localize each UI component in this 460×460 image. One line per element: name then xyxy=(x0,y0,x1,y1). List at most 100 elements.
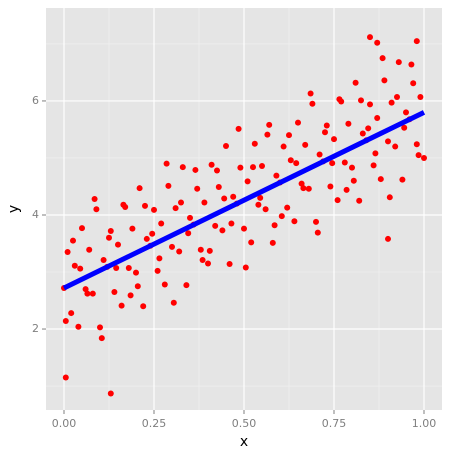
point xyxy=(115,241,121,248)
point xyxy=(68,310,75,317)
point xyxy=(403,109,409,116)
point xyxy=(149,230,156,237)
point xyxy=(266,121,273,128)
point xyxy=(163,160,170,167)
point xyxy=(385,138,391,145)
point xyxy=(199,257,206,264)
point xyxy=(237,164,244,171)
point xyxy=(170,299,177,306)
point xyxy=(136,185,143,192)
point xyxy=(192,166,199,173)
trend-line xyxy=(62,110,426,291)
point xyxy=(370,162,377,169)
point xyxy=(251,140,258,147)
point xyxy=(212,222,219,229)
x-tick-label: 0.50 xyxy=(232,417,257,430)
point xyxy=(374,115,381,122)
point xyxy=(392,143,399,150)
point xyxy=(293,160,300,167)
lines xyxy=(62,110,426,291)
point xyxy=(169,243,175,250)
point xyxy=(106,234,112,241)
point xyxy=(410,80,417,87)
point xyxy=(79,225,85,232)
point xyxy=(307,90,314,97)
point xyxy=(329,160,336,167)
x-tick-label: 1.00 xyxy=(412,417,437,430)
point xyxy=(334,197,341,204)
point xyxy=(327,183,334,190)
point xyxy=(358,97,364,104)
point xyxy=(156,255,163,262)
point xyxy=(197,246,204,253)
point xyxy=(205,260,211,267)
point xyxy=(395,59,402,66)
point xyxy=(120,201,127,208)
point xyxy=(287,157,294,164)
point xyxy=(379,55,386,62)
point xyxy=(62,318,69,325)
point xyxy=(129,225,136,232)
point xyxy=(241,225,247,232)
point xyxy=(295,119,301,126)
axes: 0.00 0.25 0.50 0.75 1.00 2 4 6 xyxy=(32,94,436,430)
point xyxy=(343,186,350,193)
point xyxy=(359,130,366,137)
point xyxy=(257,194,264,201)
point xyxy=(284,204,291,211)
y-tick-label: 6 xyxy=(32,94,39,107)
point xyxy=(349,164,355,171)
point xyxy=(118,302,125,309)
point xyxy=(356,197,363,204)
point xyxy=(208,161,215,168)
point xyxy=(98,335,105,342)
point xyxy=(309,100,316,107)
point xyxy=(286,132,292,139)
point xyxy=(161,281,168,288)
point xyxy=(158,220,165,227)
point xyxy=(352,79,359,86)
point xyxy=(125,265,132,272)
point xyxy=(248,239,255,246)
point xyxy=(75,323,82,330)
y-tick-label: 2 xyxy=(32,322,39,335)
point xyxy=(226,261,233,268)
point xyxy=(107,227,114,234)
point xyxy=(187,214,193,221)
point xyxy=(367,101,373,108)
point xyxy=(413,38,420,45)
point xyxy=(97,324,103,331)
point xyxy=(322,129,328,136)
point xyxy=(300,185,307,192)
point xyxy=(62,374,69,381)
point xyxy=(394,93,400,100)
point xyxy=(401,124,408,131)
point xyxy=(388,99,395,106)
point xyxy=(165,182,172,189)
point xyxy=(280,143,287,150)
point xyxy=(421,154,427,161)
point xyxy=(244,178,251,185)
point xyxy=(228,220,235,227)
point xyxy=(273,172,280,179)
point xyxy=(133,269,139,276)
point xyxy=(331,136,337,143)
point xyxy=(154,267,161,274)
point xyxy=(111,288,118,295)
point xyxy=(178,199,184,206)
point xyxy=(140,303,147,310)
point xyxy=(408,61,415,68)
point xyxy=(89,290,96,297)
y-axis-title: y xyxy=(6,205,22,213)
point xyxy=(179,164,186,171)
point xyxy=(206,247,213,254)
point xyxy=(134,283,141,290)
point xyxy=(255,201,262,208)
point xyxy=(341,159,348,166)
point xyxy=(176,248,183,255)
point xyxy=(201,199,208,206)
point xyxy=(262,206,269,213)
point xyxy=(271,222,278,229)
point xyxy=(399,176,406,183)
